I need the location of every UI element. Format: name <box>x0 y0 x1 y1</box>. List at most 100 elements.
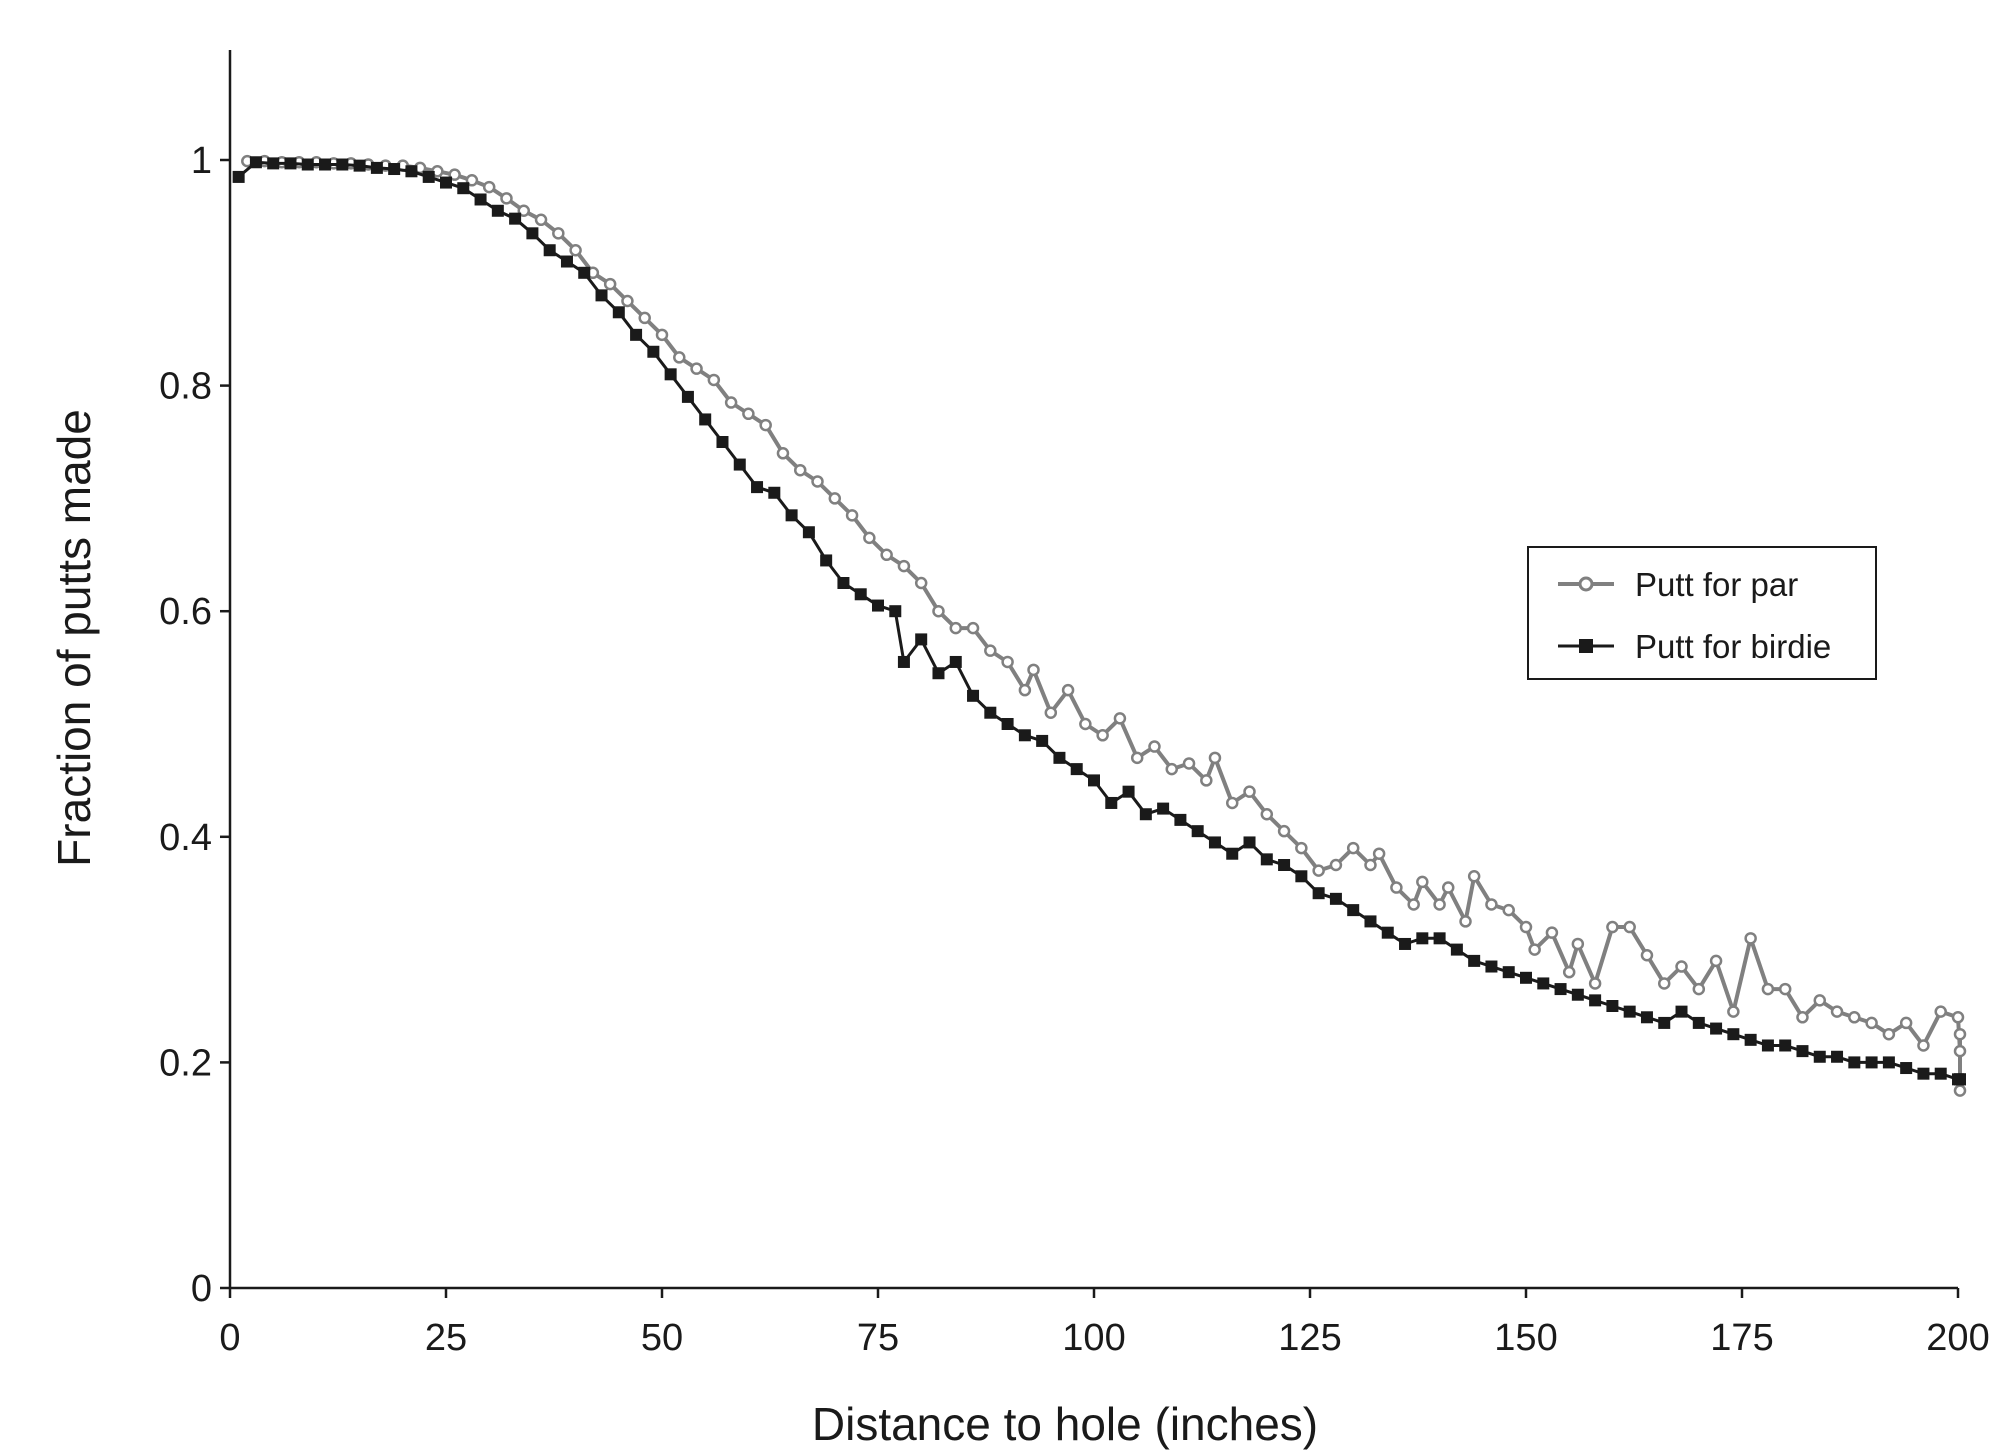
data-point <box>1226 847 1239 860</box>
data-point <box>1934 1067 1947 1080</box>
data-point <box>751 481 764 494</box>
data-point <box>690 362 703 375</box>
y-tick-label: 0 <box>191 1268 212 1310</box>
data-point <box>949 621 963 635</box>
data-point <box>793 463 807 477</box>
data-point <box>1061 683 1075 697</box>
data-point <box>1036 734 1049 747</box>
y-tick-label: 0.4 <box>159 817 212 859</box>
data-point <box>1441 881 1455 894</box>
data-point <box>474 193 487 206</box>
series-putt-for-birdie <box>232 156 1966 1086</box>
data-point <box>1390 881 1403 894</box>
data-point <box>1027 663 1040 677</box>
data-point <box>1191 825 1204 838</box>
data-point <box>1744 1033 1757 1046</box>
data-point <box>301 158 314 171</box>
data-point <box>1157 802 1170 815</box>
data-point <box>1953 1084 1967 1097</box>
data-point <box>1727 1005 1740 1018</box>
legend: Putt for par Putt for birdie <box>1527 546 1877 680</box>
data-point <box>1113 712 1127 725</box>
data-point <box>1710 1022 1723 1035</box>
data-point <box>1148 740 1161 753</box>
data-point <box>1485 960 1498 973</box>
data-point <box>1070 763 1083 776</box>
data-point <box>1727 1028 1740 1041</box>
data-point <box>776 447 790 460</box>
data-point <box>440 176 452 189</box>
data-point <box>1831 1050 1844 1063</box>
data-point <box>1225 796 1239 810</box>
data-point <box>1623 1005 1636 1018</box>
data-point <box>681 390 694 403</box>
data-point <box>1658 1016 1671 1029</box>
data-point <box>1364 858 1377 872</box>
data-point <box>630 328 643 341</box>
data-point <box>1312 887 1325 900</box>
data-point <box>673 351 686 364</box>
data-point <box>1813 1050 1826 1063</box>
data-point <box>1761 1039 1774 1052</box>
data-point <box>1329 892 1342 905</box>
data-point <box>1018 729 1031 742</box>
data-point <box>889 605 902 618</box>
data-point <box>1675 960 1688 973</box>
data-point <box>336 158 349 171</box>
data-point <box>897 559 911 573</box>
data-point <box>1917 1039 1930 1052</box>
data-point <box>578 266 591 279</box>
data-point <box>1277 824 1291 838</box>
data-point <box>534 213 548 227</box>
data-point <box>1848 1056 1861 1069</box>
data-point <box>1346 841 1360 855</box>
data-point <box>1900 1062 1913 1075</box>
data-point <box>1399 937 1412 950</box>
data-point <box>1372 847 1386 860</box>
data-point <box>1433 898 1446 911</box>
data-point <box>932 667 945 680</box>
y-tick-label: 1 <box>191 140 212 182</box>
data-point <box>655 328 669 342</box>
data-point <box>872 599 884 612</box>
data-point <box>785 509 798 522</box>
data-point <box>1467 870 1481 883</box>
data-point <box>1182 757 1196 770</box>
data-point <box>526 227 539 240</box>
data-point <box>603 277 617 291</box>
data-point <box>1096 729 1109 742</box>
data-point <box>457 182 470 195</box>
data-point <box>353 159 366 172</box>
data-point <box>638 311 651 325</box>
data-point <box>1899 1016 1913 1030</box>
data-point <box>647 345 660 358</box>
data-point <box>1882 1056 1895 1069</box>
data-point <box>1088 774 1100 787</box>
data-point <box>448 168 461 181</box>
data-point <box>552 227 565 240</box>
data-point <box>1433 932 1446 945</box>
data-point <box>1571 988 1584 1001</box>
data-point <box>1001 718 1014 730</box>
data-point <box>811 475 824 488</box>
y-tick-label: 0.2 <box>159 1042 212 1084</box>
data-point <box>1502 903 1515 917</box>
x-tick-label: 25 <box>425 1317 467 1359</box>
data-point <box>1295 870 1308 883</box>
data-point <box>1692 1016 1705 1029</box>
data-point <box>1044 706 1058 719</box>
data-point <box>1468 954 1481 967</box>
data-point <box>854 588 867 601</box>
x-tick-label: 175 <box>1710 1317 1773 1359</box>
data-point <box>1953 1044 1967 1058</box>
data-point <box>699 413 712 426</box>
data-point <box>1692 982 1706 996</box>
data-point <box>1554 983 1567 996</box>
data-point <box>1545 926 1559 939</box>
data-point <box>517 204 531 218</box>
data-point <box>897 655 910 668</box>
y-axis-title: Fraction of putts made <box>48 409 100 867</box>
data-point <box>880 548 893 562</box>
data-point <box>1459 915 1472 928</box>
data-point <box>1709 954 1723 968</box>
